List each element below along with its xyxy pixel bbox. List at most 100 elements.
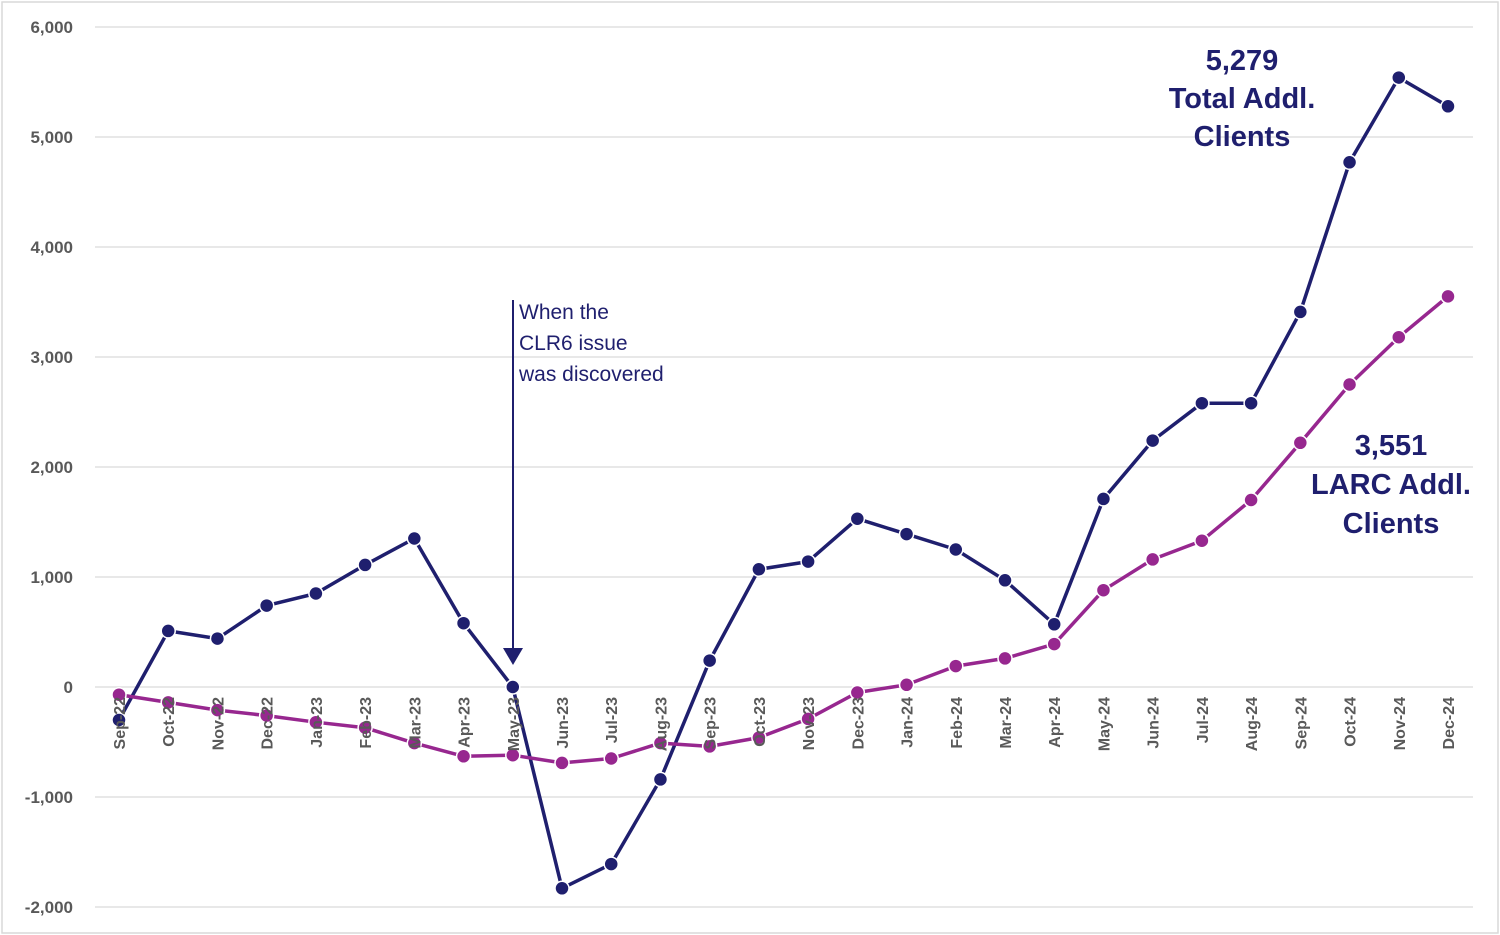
data-point-total bbox=[652, 771, 669, 788]
x-tick-label: Nov-23 bbox=[801, 697, 818, 750]
data-point-total bbox=[258, 597, 275, 614]
x-tick-label: Aug-23 bbox=[653, 697, 670, 751]
x-tick-label: Jun-23 bbox=[555, 697, 572, 749]
x-tick-label: Dec-22 bbox=[260, 697, 277, 750]
x-tick-label: Mar-23 bbox=[407, 697, 424, 749]
note-arrow-head bbox=[503, 648, 523, 665]
x-tick-label: Mar-24 bbox=[998, 697, 1015, 749]
larc-value-label: 3,551 bbox=[1355, 430, 1428, 462]
x-tick-label: Oct-23 bbox=[752, 697, 769, 747]
y-tick-label: 1,000 bbox=[30, 568, 73, 587]
data-point-total bbox=[455, 615, 472, 631]
data-point-larc bbox=[948, 658, 964, 674]
x-tick-label: Nov-24 bbox=[1392, 697, 1409, 750]
data-point-total bbox=[603, 856, 619, 872]
larc-annotation: 3,551 LARC Addl. Clients bbox=[1311, 430, 1471, 540]
total-series-label-line2: Clients bbox=[1194, 121, 1291, 153]
note-line-2: CLR6 issue bbox=[519, 332, 628, 355]
data-point-larc bbox=[111, 686, 127, 703]
x-tick-label: Dec-23 bbox=[850, 697, 867, 750]
x-tick-label: May-23 bbox=[506, 697, 523, 751]
data-point-total bbox=[1046, 616, 1062, 633]
data-point-larc bbox=[1046, 636, 1062, 652]
y-tick-label: -1,000 bbox=[25, 788, 73, 807]
total-series-label-line1: Total Addl. bbox=[1169, 83, 1316, 115]
data-point-larc bbox=[751, 729, 767, 746]
larc-series-label-line1: LARC Addl. bbox=[1311, 469, 1471, 501]
grid-lines bbox=[95, 26, 1473, 908]
data-point-total bbox=[701, 652, 718, 669]
y-tick-label: 4,000 bbox=[30, 238, 73, 257]
x-tick-label: Sep-24 bbox=[1293, 697, 1310, 750]
data-point-larc bbox=[849, 684, 866, 701]
larc-series-label-line2: Clients bbox=[1343, 508, 1440, 540]
data-point-larc bbox=[800, 711, 816, 727]
data-point-larc bbox=[1144, 551, 1161, 568]
data-point-total bbox=[948, 541, 964, 558]
data-point-total bbox=[800, 553, 816, 570]
data-point-total bbox=[554, 880, 570, 897]
data-point-total bbox=[849, 510, 866, 527]
data-point-larc bbox=[1341, 376, 1358, 393]
data-point-total bbox=[111, 712, 127, 728]
x-tick-label: Sep-22 bbox=[112, 697, 129, 750]
series-layer bbox=[111, 69, 1456, 897]
data-point-larc bbox=[505, 747, 521, 763]
y-tick-label: 0 bbox=[64, 678, 73, 697]
clr6-note-annotation: When the CLR6 issue was discovered bbox=[503, 300, 664, 665]
data-point-larc bbox=[1095, 582, 1112, 598]
data-point-total bbox=[898, 526, 915, 542]
y-tick-label: -2,000 bbox=[25, 898, 73, 917]
data-point-larc bbox=[554, 755, 570, 771]
data-point-larc bbox=[898, 677, 915, 693]
x-tick-label: Sep-23 bbox=[703, 697, 720, 750]
data-point-total bbox=[505, 679, 521, 695]
data-point-total bbox=[1095, 491, 1112, 507]
x-tick-label: Jun-24 bbox=[1146, 697, 1163, 749]
data-point-larc bbox=[258, 707, 275, 724]
y-axis-ticks: 6,000 5,000 4,000 3,000 2,000 1,000 0 -1,000 -2,… bbox=[25, 18, 73, 917]
data-point-larc bbox=[603, 750, 619, 767]
data-point-total bbox=[1440, 98, 1456, 115]
data-point-total bbox=[1243, 395, 1259, 411]
x-tick-label: Feb-23 bbox=[358, 697, 375, 749]
data-point-total bbox=[406, 530, 423, 547]
data-point-total bbox=[308, 585, 324, 602]
note-line-3: was discovered bbox=[518, 363, 664, 386]
series-line-larc bbox=[118, 295, 1450, 765]
data-point-larc bbox=[1194, 532, 1210, 549]
x-tick-label: Jan-23 bbox=[309, 697, 326, 748]
y-tick-label: 5,000 bbox=[30, 128, 73, 147]
data-point-larc bbox=[455, 748, 472, 765]
data-point-larc bbox=[160, 694, 176, 711]
x-tick-label: Dec-24 bbox=[1441, 697, 1458, 750]
data-point-larc bbox=[1292, 435, 1309, 451]
data-point-larc bbox=[209, 702, 226, 718]
data-point-total bbox=[160, 623, 176, 639]
x-tick-label: Aug-24 bbox=[1244, 697, 1261, 751]
x-tick-label: Nov-22 bbox=[210, 697, 227, 750]
note-line-1: When the bbox=[519, 301, 609, 324]
y-tick-label: 3,000 bbox=[30, 348, 73, 367]
x-tick-label: Jul-23 bbox=[604, 697, 621, 743]
data-point-total bbox=[357, 557, 373, 573]
data-point-larc bbox=[997, 650, 1013, 667]
data-point-larc bbox=[357, 719, 373, 736]
x-tick-label: Oct-22 bbox=[161, 697, 178, 747]
data-point-larc bbox=[1440, 288, 1456, 305]
y-tick-label: 2,000 bbox=[30, 458, 73, 477]
x-tick-label: Feb-24 bbox=[949, 697, 966, 749]
data-point-total bbox=[1144, 432, 1161, 449]
data-point-total bbox=[1194, 395, 1210, 411]
x-tick-label: Oct-24 bbox=[1343, 697, 1360, 747]
y-tick-label: 6,000 bbox=[30, 18, 73, 37]
data-point-larc bbox=[406, 735, 423, 751]
x-axis-ticks: Sep-22 Oct-22 Nov-22 Dec-22 Jan-23 Feb-23 Mar-… bbox=[112, 697, 1458, 751]
x-tick-label: Jan-24 bbox=[900, 697, 917, 748]
data-point-total bbox=[997, 572, 1013, 589]
data-point-larc bbox=[652, 735, 669, 751]
data-point-total bbox=[1341, 154, 1358, 171]
data-point-larc bbox=[1391, 329, 1407, 345]
